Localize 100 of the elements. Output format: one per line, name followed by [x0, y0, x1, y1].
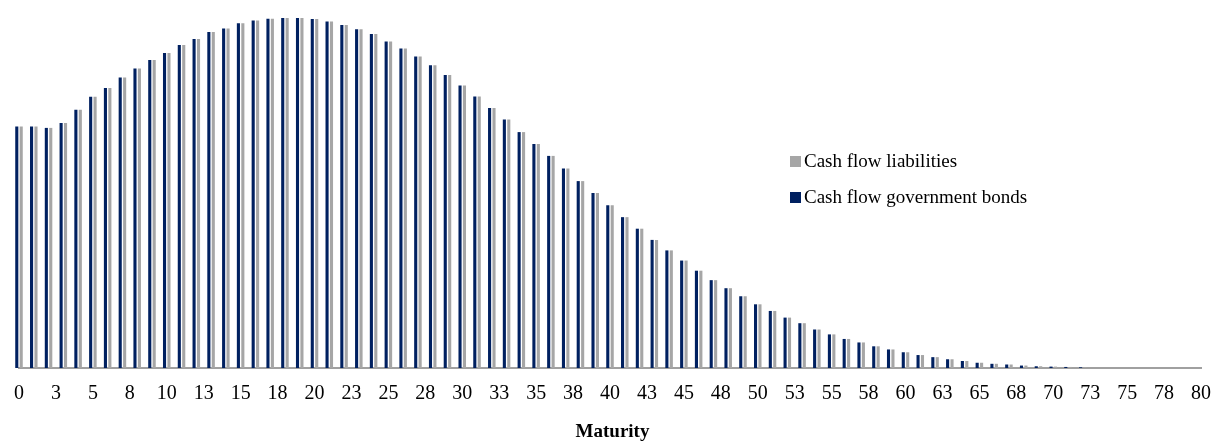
bar [192, 39, 196, 368]
bar [118, 77, 122, 368]
x-tick-label: 35 [526, 381, 547, 404]
x-tick-label: 58 [858, 381, 879, 404]
bar [975, 362, 979, 368]
x-tick-label: 13 [193, 381, 214, 404]
bar [369, 34, 373, 368]
x-tick-label: 50 [747, 381, 768, 404]
bar [547, 155, 551, 368]
bar [916, 355, 920, 368]
bar [266, 18, 270, 368]
bar [399, 48, 403, 368]
x-tick-label: 30 [452, 381, 473, 404]
x-tick-label: 3 [50, 381, 61, 404]
x-tick-label: 45 [673, 381, 694, 404]
bar [960, 361, 964, 368]
bar [488, 107, 492, 368]
bar [946, 359, 950, 368]
bar [310, 19, 314, 368]
bar [753, 304, 758, 368]
bar [281, 18, 285, 368]
bar [635, 228, 639, 368]
bar [694, 270, 698, 368]
x-tick-label: 18 [267, 381, 288, 404]
bar [473, 96, 477, 368]
x-tick-label: 70 [1043, 381, 1064, 404]
bar [103, 88, 107, 368]
x-tick-label: 0 [14, 381, 24, 404]
x-tick-label: 5 [87, 381, 98, 404]
bar [44, 127, 48, 368]
x-tick-label: 80 [1191, 381, 1211, 404]
bar [709, 280, 713, 368]
bar [295, 18, 300, 368]
x-tick-label: 43 [636, 381, 657, 404]
bar [340, 25, 344, 368]
bar [502, 119, 506, 368]
bar [325, 21, 329, 368]
bar [621, 217, 625, 368]
bar [901, 352, 905, 368]
bar [517, 132, 521, 368]
bar [591, 193, 595, 368]
x-tick-label: 65 [969, 381, 990, 404]
bar [133, 68, 137, 368]
bar [59, 123, 63, 368]
bar [177, 44, 181, 368]
x-tick-label: 28 [415, 381, 436, 404]
bar [827, 334, 831, 368]
x-tick-label: 48 [710, 381, 731, 404]
bar [532, 144, 536, 368]
bar [30, 126, 34, 368]
bar [768, 310, 772, 368]
bar [813, 329, 817, 368]
bar [842, 338, 846, 368]
bar [15, 126, 19, 368]
bar [857, 342, 861, 368]
bar [665, 250, 669, 368]
bar [606, 205, 610, 368]
legend-label: Cash flow government bonds [804, 186, 1028, 208]
x-tick-label: 60 [895, 381, 916, 404]
bar [89, 96, 93, 368]
bar [428, 65, 433, 368]
bar [886, 349, 891, 368]
x-tick-label: 15 [230, 381, 251, 404]
bar [561, 168, 566, 368]
bar [207, 32, 211, 368]
bar [162, 53, 167, 368]
bar [443, 75, 447, 368]
bar [872, 346, 876, 368]
bar [650, 239, 654, 368]
bar [680, 260, 684, 368]
bar [414, 56, 418, 368]
bar [148, 60, 152, 368]
legend-label: Cash flow liabilities [804, 150, 958, 172]
bar [384, 41, 388, 368]
x-axis-title: Maturity [574, 420, 651, 442]
x-tick-label: 55 [821, 381, 842, 404]
x-tick-label: 78 [1154, 381, 1175, 404]
x-tick-label: 40 [600, 381, 620, 404]
bar [74, 109, 78, 368]
x-tick-label: 33 [489, 381, 510, 404]
x-tick-label: 25 [378, 381, 399, 404]
bar [724, 288, 728, 368]
bar [990, 363, 994, 368]
x-tick-label: 75 [1117, 381, 1138, 404]
bar [783, 317, 787, 368]
x-tick-label: 53 [784, 381, 805, 404]
bar [798, 323, 802, 368]
x-tick-label: 10 [156, 381, 177, 404]
x-tick-label: 38 [563, 381, 584, 404]
bar [458, 85, 462, 368]
bar [576, 181, 580, 368]
x-tick-label: 20 [304, 381, 325, 404]
bar [251, 20, 255, 368]
bar [236, 23, 240, 368]
x-tick-label: 73 [1080, 381, 1101, 404]
bar [739, 296, 743, 368]
x-tick-label: 8 [124, 381, 135, 404]
x-tick-label: 68 [1006, 381, 1027, 404]
bar [931, 357, 935, 368]
x-tick-label: 63 [932, 381, 953, 404]
